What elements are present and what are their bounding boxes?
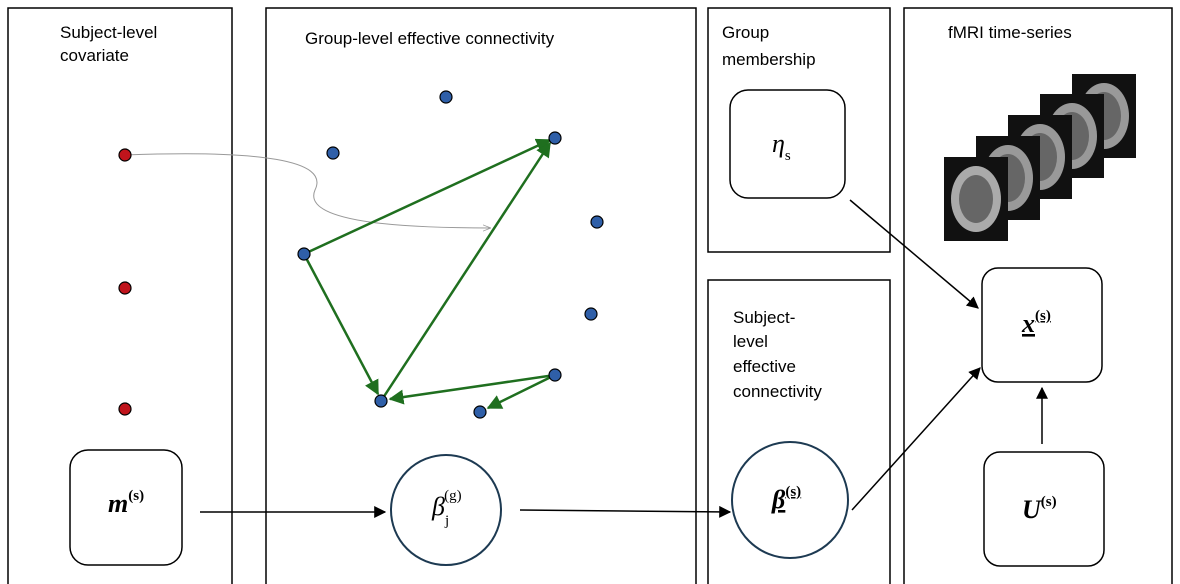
node-labels: m(s) βj(g) ηs β(s) x(s) U(s) — [108, 129, 1057, 529]
dots — [118, 90, 604, 419]
panel-title: Subject-level — [60, 23, 157, 42]
panel — [265, 7, 697, 584]
node-circle — [390, 454, 502, 566]
dot — [118, 148, 132, 162]
titles: Subject-level covariate Group-level effe… — [60, 23, 1072, 401]
dot — [118, 402, 132, 416]
node-label: β(s) — [771, 484, 801, 514]
dot — [118, 281, 132, 295]
edge — [851, 367, 981, 511]
node-circle — [731, 441, 849, 559]
node-label: m(s) — [108, 488, 144, 518]
panel-title: connectivity — [733, 382, 822, 401]
panel-title: membership — [722, 50, 816, 69]
dot — [548, 368, 562, 382]
node-label: x(s) — [1021, 308, 1051, 338]
dot — [548, 131, 562, 145]
edge — [849, 199, 979, 309]
dot — [326, 146, 340, 160]
panel-title: effective — [733, 357, 796, 376]
panel-title: Group — [722, 23, 769, 42]
panel-title: covariate — [60, 46, 129, 65]
panel — [707, 279, 891, 584]
edge — [302, 253, 380, 396]
node-label: U(s) — [1022, 494, 1057, 524]
dot — [439, 90, 453, 104]
dot — [590, 215, 604, 229]
node-box — [729, 89, 846, 199]
panel-title: level — [733, 332, 768, 351]
dot — [374, 394, 388, 408]
panel-title: Subject- — [733, 308, 795, 327]
node-box — [69, 449, 183, 566]
panel — [7, 7, 233, 584]
panel — [903, 7, 1173, 584]
edge — [519, 505, 732, 518]
panel-title: Group-level effective connectivity — [305, 29, 555, 48]
panel — [707, 7, 891, 253]
node-label: ηs — [772, 129, 791, 164]
edge — [303, 138, 552, 256]
edge — [486, 373, 556, 410]
panel-title: fMRI time-series — [948, 23, 1072, 42]
edge — [388, 373, 556, 405]
edges — [124, 138, 1048, 518]
node-box — [983, 451, 1105, 567]
edge — [124, 153, 490, 228]
nodes — [69, 89, 1105, 567]
node-box — [981, 267, 1103, 383]
brain-stack — [944, 74, 1136, 241]
dot — [297, 247, 311, 261]
dot — [473, 405, 487, 419]
panels — [7, 7, 1173, 584]
dot — [584, 307, 598, 321]
node-label: βj(g) — [431, 488, 462, 529]
edge — [379, 141, 552, 402]
